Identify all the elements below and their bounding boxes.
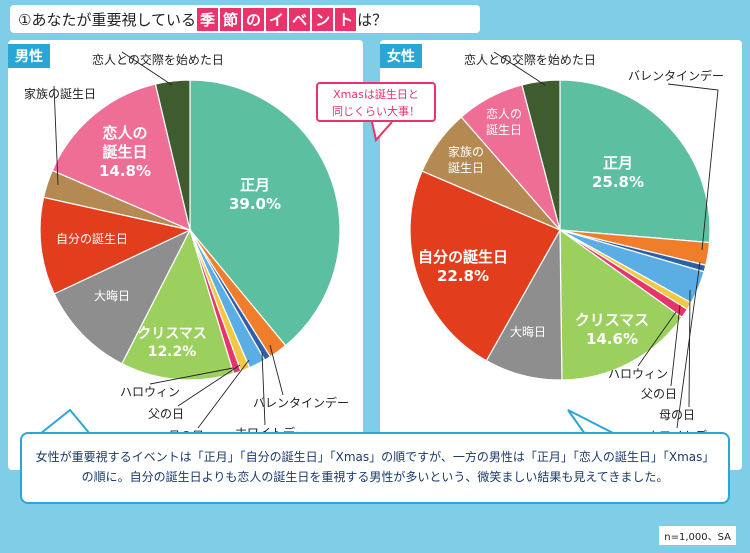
slice-value-label: 39.0%	[229, 195, 281, 213]
slice-value-label: 14.8%	[99, 162, 151, 180]
callout-bubble: Xmasは誕生日と 同じくらい大事！	[316, 82, 436, 122]
title-highlight-char: ベ	[289, 7, 311, 31]
slice-value-label: 25.8%	[592, 173, 644, 191]
title-highlight-char: 節	[220, 7, 242, 31]
slice-label: 恋人の	[486, 106, 522, 121]
leader-line	[261, 351, 266, 426]
slice-label: 誕生日	[486, 123, 522, 137]
slice-label: クリスマス	[137, 326, 207, 342]
leader-line	[688, 289, 691, 408]
chart-title: ①あなたが重要視している 季 節 の イ ベ ン ト は？	[10, 5, 480, 33]
leader-line	[676, 261, 701, 429]
slice-label: 父の日	[148, 407, 184, 421]
slice-label: バレンタインデー	[253, 395, 349, 410]
callout-tail	[371, 121, 393, 143]
pie-slice	[521, 79, 561, 231]
note-pointer	[39, 408, 91, 435]
slice-label: 自分の誕生日	[418, 248, 508, 266]
slice-value-label: 22.8%	[437, 267, 489, 285]
pie-slice	[154, 79, 191, 231]
slice-value-label: 12.2%	[148, 344, 197, 360]
slice-label: 父の日	[641, 387, 677, 401]
title-highlight-char: イ	[266, 7, 288, 31]
title-prefix: ①あなたが重要視している	[18, 10, 196, 29]
pie-slice	[53, 228, 192, 365]
note-line: の順に。自分の誕生日よりも恋人の誕生日を重視する男性が多いという、微笑ましい結果…	[81, 470, 669, 484]
leader-line	[493, 51, 546, 86]
slice-label: 恋人との交際を始めた日	[464, 52, 596, 67]
slice-label: バレンタインデー	[628, 68, 724, 83]
pie-slice	[39, 196, 192, 295]
slice-label: 正月	[603, 154, 633, 172]
pie-slice	[559, 79, 711, 244]
pie-slice	[559, 228, 683, 381]
slice-label: 誕生日	[102, 143, 147, 161]
slice-label: 大晦日	[94, 289, 130, 303]
slice-label: 母の日	[659, 408, 695, 422]
pie-slice	[121, 228, 235, 381]
slice-label: ハロウィン	[120, 385, 180, 399]
slice-label: ハロウィン	[608, 367, 668, 381]
male-tag: 男性	[8, 44, 50, 68]
leader-line	[670, 304, 681, 387]
note-line: 女性が重要視するイベントは「正月」「自分の誕生日」「Xmas」の順ですが、一方の…	[35, 450, 715, 464]
slice-label: 家族の誕生日	[24, 86, 96, 101]
male-pie-chart: 正月39.0%バレンタインデーホワイトデー母の日父の日ハロウィンクリスマス12.…	[24, 51, 349, 443]
callout-line: 同じくらい大事！	[332, 105, 420, 118]
slice-label: 恋人との交際を始めた日	[92, 52, 224, 67]
leader-line	[197, 359, 250, 429]
slice-label: 自分の誕生日	[56, 232, 128, 246]
summary-note: 女性が重要視するイベントは「正月」「自分の誕生日」「Xmas」の順ですが、一方の…	[20, 432, 730, 504]
slice-value-label: 14.6%	[586, 330, 638, 348]
callout-line: Xmasは誕生日と	[333, 88, 419, 101]
note-pointer	[567, 409, 616, 435]
leader-line	[177, 364, 241, 407]
slice-label: 家族の	[448, 144, 484, 159]
female-pie-chart: 正月25.8%バレンタインデーホワイトデー母の日父の日ハロウィンクリスマス14.…	[409, 51, 724, 443]
pie-slice	[189, 79, 341, 347]
title-highlight-char: 季	[197, 7, 219, 31]
title-highlight-char: ン	[312, 7, 334, 31]
leader-line	[269, 344, 284, 396]
slice-label: 正月	[240, 176, 270, 194]
leader-line	[637, 311, 677, 367]
slice-label: 恋人の	[102, 124, 147, 142]
leader-line	[121, 51, 173, 86]
leader-line	[53, 85, 59, 186]
title-suffix: は？	[357, 10, 388, 29]
female-tag: 女性	[380, 44, 422, 68]
slice-label: 大晦日	[510, 325, 546, 339]
slice-label: クリスマス	[575, 311, 650, 329]
sample-footnote: n=1,000、SA	[659, 526, 736, 545]
pie-slice	[409, 170, 561, 362]
slice-label: 誕生日	[448, 161, 484, 175]
title-highlight-char: ト	[335, 7, 357, 31]
leader-line	[667, 83, 719, 251]
title-highlight-char: の	[243, 7, 265, 31]
leader-line	[149, 367, 234, 385]
